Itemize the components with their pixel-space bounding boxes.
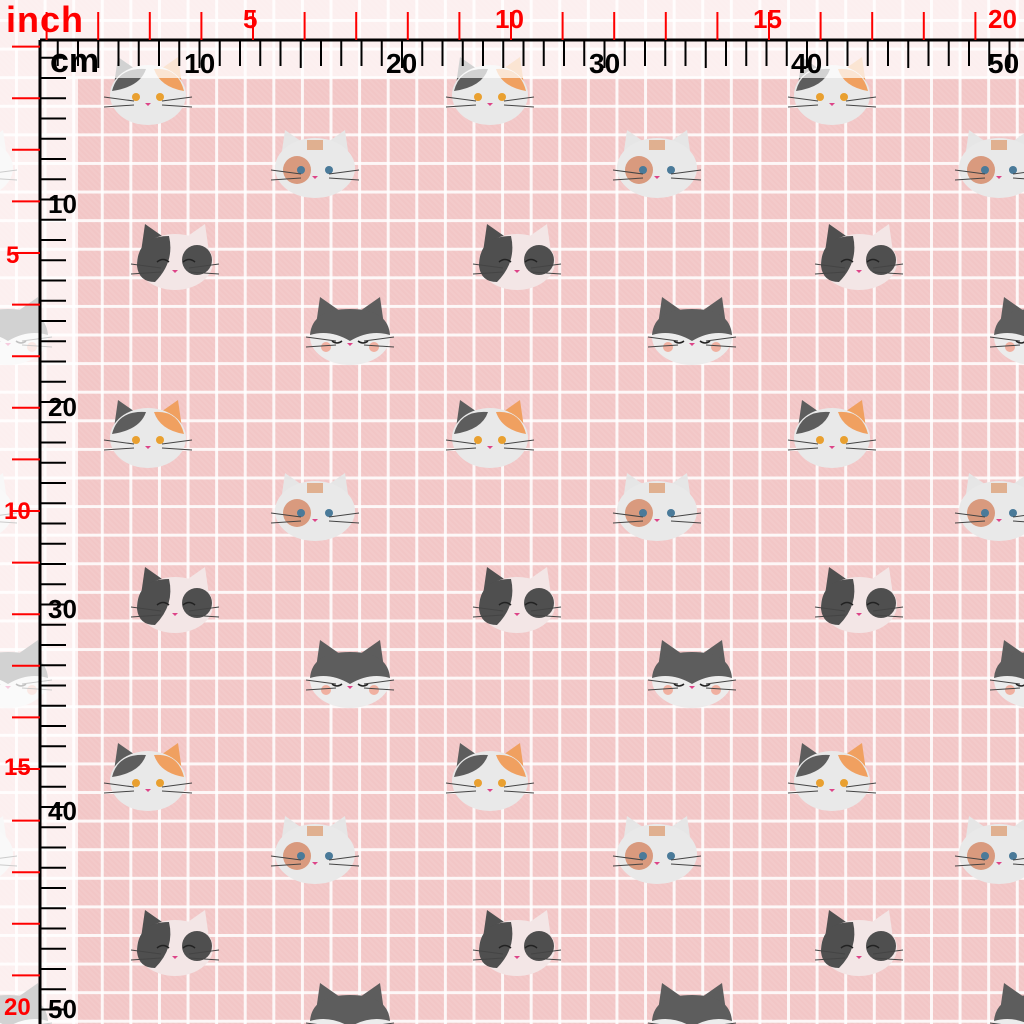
sleeping-dark-cat-face-icon: [130, 224, 220, 290]
left-inch-label: 15: [4, 754, 31, 781]
calico-cat-face-icon: [787, 743, 877, 811]
inch-unit-label: inch: [6, 0, 85, 40]
smiling-grey-cat-face-icon: [647, 983, 737, 1024]
left-inch-label: 10: [4, 498, 31, 525]
top-cm-label: 50: [988, 48, 1020, 79]
top-inch-label: 10: [495, 4, 524, 34]
calico-cat-face-icon: [103, 743, 193, 811]
sleeping-dark-cat-face-icon: [472, 910, 562, 976]
sleeping-dark-cat-face-icon: [814, 224, 904, 290]
top-cm-label: 40: [791, 48, 823, 79]
calico-cat-face-icon: [103, 400, 193, 468]
sleeping-dark-cat-face-icon: [814, 910, 904, 976]
smiling-grey-cat-face-icon: [647, 297, 737, 365]
orange-patch-cat-face-icon: [954, 130, 1024, 198]
left-cm-label: 10: [48, 189, 77, 219]
top-inch-label: 5: [243, 4, 258, 34]
orange-patch-cat-face-icon: [270, 816, 360, 884]
smiling-grey-cat-face-icon: [305, 983, 395, 1024]
cm-unit-label: cm: [50, 42, 100, 80]
smiling-grey-cat-face-icon: [305, 640, 395, 708]
top-cm-label: 30: [589, 48, 621, 79]
top-cm-label: 10: [184, 48, 216, 79]
smiling-grey-cat-face-icon: [989, 983, 1024, 1024]
left-cm-label: 40: [48, 796, 77, 826]
smiling-grey-cat-face-icon: [989, 640, 1024, 708]
orange-patch-cat-face-icon: [612, 473, 702, 541]
calico-cat-face-icon: [787, 400, 877, 468]
calico-cat-face-icon: [445, 743, 535, 811]
orange-patch-cat-face-icon: [612, 816, 702, 884]
orange-patch-cat-face-icon: [954, 816, 1024, 884]
smiling-grey-cat-face-icon: [989, 297, 1024, 365]
sleeping-dark-cat-face-icon: [130, 910, 220, 976]
left-cm-label: 50: [48, 994, 77, 1024]
sleeping-dark-cat-face-icon: [472, 567, 562, 633]
left-inch-label: 5: [6, 242, 20, 269]
sleeping-dark-cat-face-icon: [814, 567, 904, 633]
left-inch-label: 20: [4, 994, 31, 1021]
top-inch-label: 15: [753, 4, 782, 34]
left-cm-label: 30: [48, 594, 77, 624]
orange-patch-cat-face-icon: [612, 130, 702, 198]
orange-patch-cat-face-icon: [270, 130, 360, 198]
left-cm-label: 20: [48, 392, 77, 422]
top-cm-label: 20: [386, 48, 418, 79]
smiling-grey-cat-face-icon: [647, 640, 737, 708]
sleeping-dark-cat-face-icon: [130, 567, 220, 633]
sleeping-dark-cat-face-icon: [472, 224, 562, 290]
top-inch-label: 20: [988, 4, 1017, 34]
calico-cat-face-icon: [445, 400, 535, 468]
orange-patch-cat-face-icon: [954, 473, 1024, 541]
orange-patch-cat-face-icon: [270, 473, 360, 541]
smiling-grey-cat-face-icon: [305, 297, 395, 365]
